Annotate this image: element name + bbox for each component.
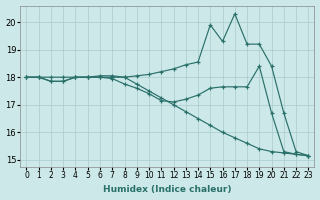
X-axis label: Humidex (Indice chaleur): Humidex (Indice chaleur) — [103, 185, 232, 194]
